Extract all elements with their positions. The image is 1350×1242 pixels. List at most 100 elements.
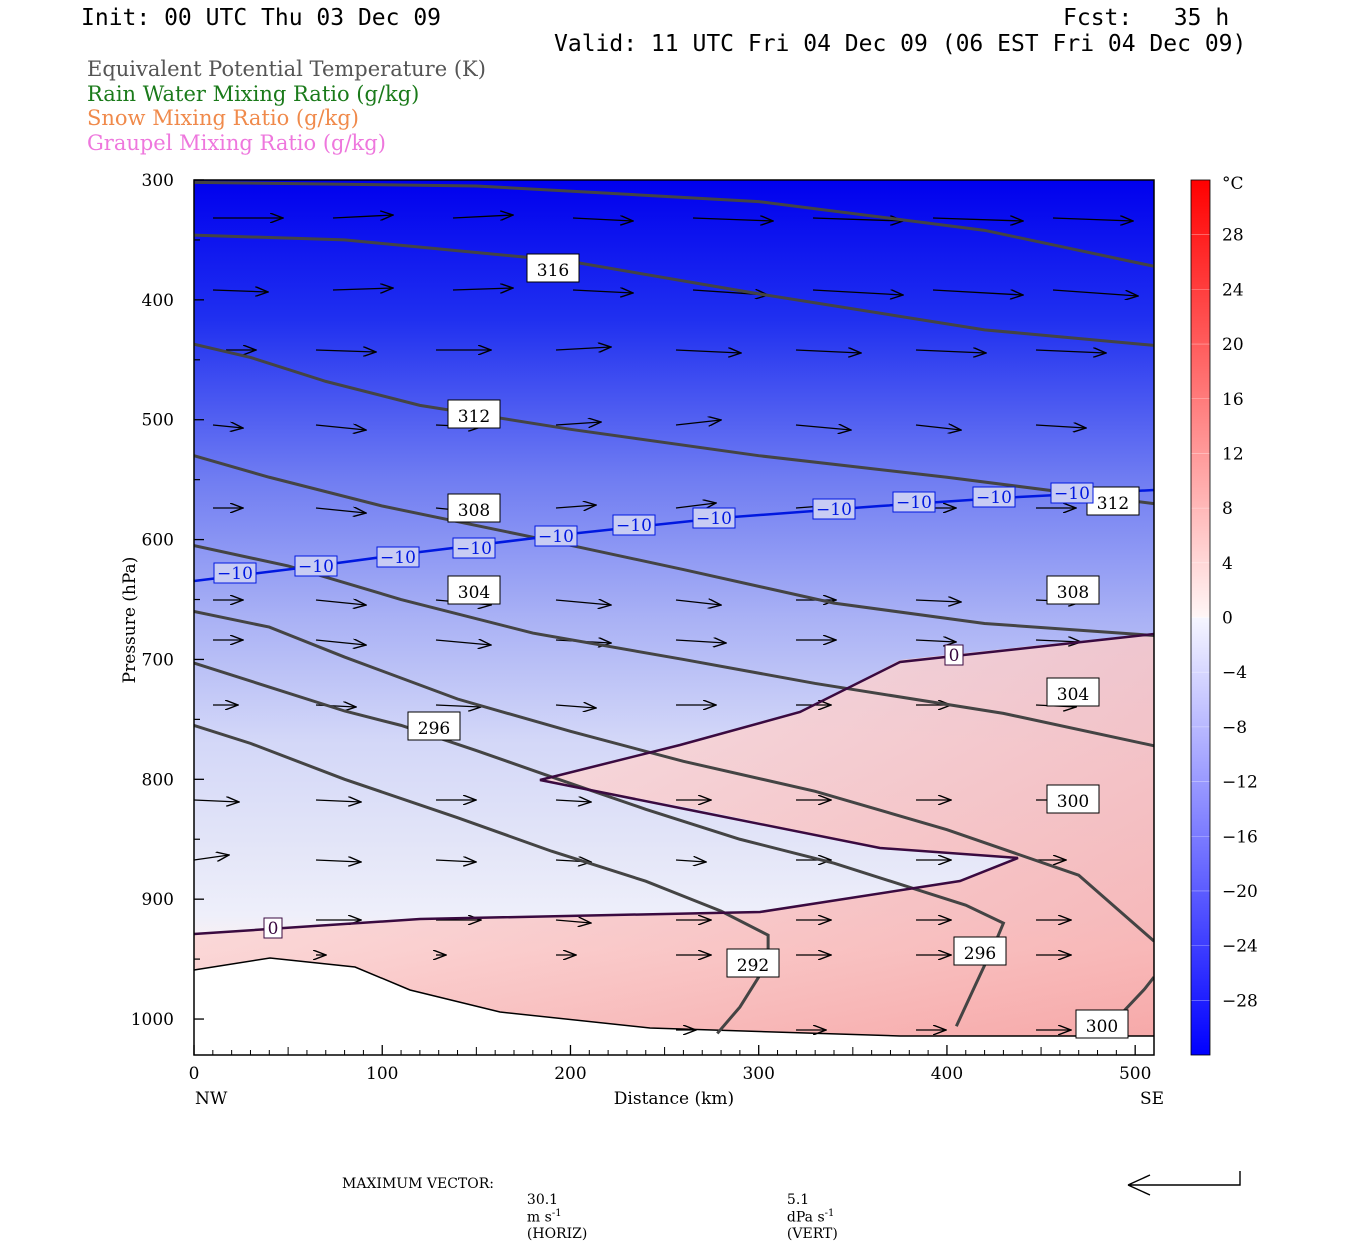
wind-vector: [795, 350, 861, 353]
wind-vector: [932, 218, 1023, 221]
wind-vector: [812, 218, 903, 221]
wind-vector: [675, 600, 721, 605]
legend-theta-e: Equivalent Potential Temperature (K): [87, 57, 486, 81]
isotherm-minus-10-label: −10: [456, 539, 492, 559]
wind-vector: [435, 860, 476, 862]
isotherm-minus-10-label-box: [376, 546, 420, 568]
wind-vector: [812, 290, 903, 295]
wind-vector: [555, 347, 611, 350]
colorbar-label: −20: [1222, 882, 1258, 902]
wind-vector: [315, 508, 366, 513]
theta-e-label-box: [526, 253, 580, 283]
wind-vector: [555, 600, 611, 605]
wind-vector: [555, 705, 596, 708]
wind-vector: [675, 860, 706, 862]
x-axis-label: Distance (km): [614, 1089, 734, 1109]
colorbar-label: 16: [1222, 390, 1244, 410]
terrain-outline: [193, 957, 1154, 1037]
colorbar-label: 4: [1222, 554, 1233, 574]
wind-vector: [572, 218, 633, 221]
horiz-unit: m s: [526, 1209, 552, 1226]
colorbar-label: 8: [1222, 499, 1233, 519]
wind-vector: [193, 855, 229, 860]
legend-graupel: Graupel Mixing Ratio (g/kg): [87, 131, 386, 155]
wind-vectors: [193, 215, 1138, 1030]
theta-e-label: 312: [1097, 494, 1129, 514]
wind-vector: [315, 350, 376, 352]
x-axis-ticks: 0 100 200 300 400 500: [189, 1045, 1151, 1084]
theta-e-label: 308: [458, 501, 490, 521]
isotherm-minus-10-label: −10: [896, 493, 932, 513]
vert-tag: (VERT): [786, 1225, 838, 1242]
wind-vector: [1052, 289, 1138, 296]
x-tick-label: 400: [931, 1064, 963, 1084]
theta-e-label: 316: [537, 261, 569, 281]
colorbar-label: −12: [1222, 773, 1258, 793]
colorbar-unit: °C: [1222, 174, 1244, 194]
colorbar-label: −24: [1222, 937, 1258, 957]
isotherm-zero-label-box: [944, 644, 964, 666]
theta-e-label-box: [447, 493, 501, 523]
isotherm-zero-lower: [193, 632, 1155, 936]
theta-e-label-box: [1046, 784, 1100, 814]
wind-vector: [795, 425, 851, 430]
wind-vector: [193, 800, 239, 802]
y-tick-label: 600: [142, 531, 174, 551]
wind-vector: [915, 350, 986, 353]
isotherm-minus-10-label: −10: [538, 527, 574, 547]
theta-e-label: 304: [458, 583, 490, 603]
theta-e-label-box: [1046, 677, 1100, 707]
colorbar-frame: [1190, 179, 1211, 1056]
theta-e-label: 308: [1057, 583, 1089, 603]
colorbar-labels: 28 24 20 16 12 8 4 0 −4 −8 −12 −16 −20 −24 −28: [1222, 226, 1258, 1012]
wind-vector: [675, 350, 741, 353]
theta-e-label-box: [953, 936, 1007, 966]
forecast-hour: Fcst: 35 h: [1063, 5, 1230, 31]
isotherm-minus-10-label-box: [892, 491, 936, 513]
wind-vector: [1035, 350, 1106, 353]
x-tick-label: 500: [1119, 1064, 1151, 1084]
wind-vector: [212, 290, 268, 292]
isotherm-labels: −10 −10 −10 −10 −10 −10 −10 −10 −10 −10 −10 0 0: [213, 482, 1094, 939]
wind-vector: [915, 425, 961, 430]
theta-e-label-box: [1046, 575, 1100, 605]
x-tick-label: 100: [366, 1064, 398, 1084]
wind-vector: [555, 422, 601, 425]
valid-time: Valid: 11 UTC Fri 04 Dec 09 (06 EST Fri …: [554, 31, 1247, 57]
wind-vector: [915, 640, 956, 642]
colorbar-label: −8: [1222, 718, 1247, 738]
theta-e-label: 312: [458, 407, 490, 427]
vert-unit: dPa s: [786, 1209, 825, 1226]
max-vector-horiz: 30.1 m s-1 (HORIZ): [518, 1176, 587, 1242]
isotherm-minus-10-label-box: [612, 514, 656, 536]
y-tick-label: 300: [142, 171, 174, 191]
colorbar-label: 20: [1222, 335, 1244, 355]
wind-vector: [315, 860, 361, 862]
cross-section-chart: 316 312 308 312 304 308 296 304 300 292 296 300 −10…: [120, 171, 1258, 1196]
colorbar-label: −28: [1222, 991, 1258, 1011]
isotherm-zero-label: 0: [268, 919, 279, 939]
y-tick-label: 400: [142, 291, 174, 311]
wind-vector: [315, 425, 366, 430]
theta-e-label: 296: [418, 719, 450, 739]
theta-e-label: 300: [1057, 792, 1089, 812]
colorbar-label: 12: [1222, 444, 1244, 464]
theta-e-contour-300: [194, 610, 1154, 943]
y-axis-label: Pressure (hPa): [120, 557, 140, 684]
wind-vector: [332, 215, 393, 218]
colorbar-label: 28: [1222, 226, 1244, 246]
horiz-exp: -1: [551, 1208, 562, 1219]
colorbar-label: −4: [1222, 663, 1247, 683]
wind-vector: [1035, 425, 1086, 428]
isotherm-minus-10-label-box: [1050, 482, 1094, 504]
isotherm-minus-10-label: −10: [976, 488, 1012, 508]
isotherm-minus-10-label: −10: [380, 548, 416, 568]
wind-vector: [315, 800, 361, 802]
plot-frame: [193, 179, 1155, 1056]
x-tick-label: 200: [554, 1064, 586, 1084]
x-axis-right-end-label: SE: [1140, 1089, 1164, 1109]
theta-e-label-box: [407, 711, 461, 741]
y-axis-ticks: 300 400 500 600 700 800 900 1000: [131, 171, 204, 1030]
wind-vector: [692, 218, 773, 221]
isotherm-minus-10-label-box: [452, 537, 496, 559]
